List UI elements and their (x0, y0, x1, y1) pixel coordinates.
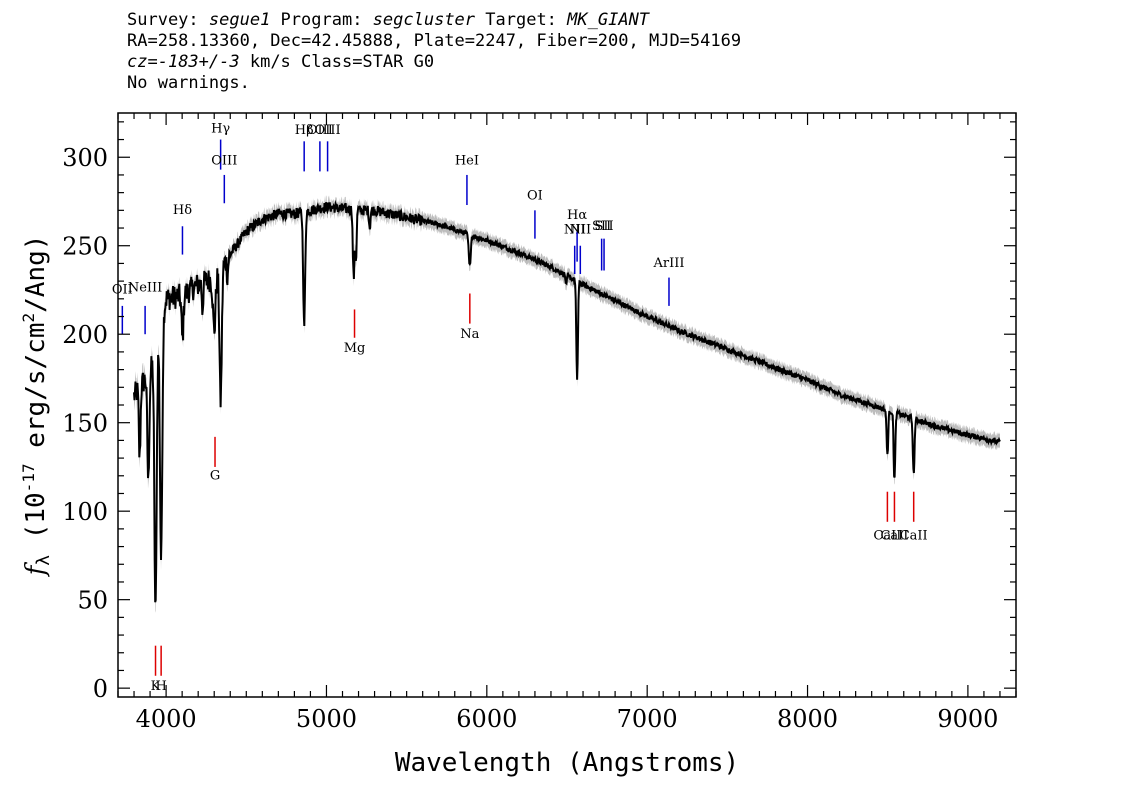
absorption-label-6: CaII (880, 528, 908, 543)
y-axis-label: fλ (10-17 erg/s/cm2/Ang) (19, 235, 54, 578)
absorption-label-2: G (210, 468, 220, 483)
x-tick-labels: 4000 5000 6000 7000 8000 9000 (136, 705, 999, 733)
program-value: segcluster (372, 10, 476, 30)
emission-label-13: SII (592, 219, 611, 234)
x-tick-label-9000: 9000 (937, 705, 998, 733)
spectrum-header: Survey: segue1 Program: segcluster Targe… (127, 10, 741, 94)
target-label: Target: (475, 10, 568, 30)
emission-label-3: Hγ (211, 121, 230, 136)
x-tick-label-6000: 6000 (456, 705, 517, 733)
emission-label-9: OI (527, 189, 543, 204)
y-tick-label-150: 150 (62, 410, 108, 438)
emission-label-5: Hβ (295, 123, 314, 138)
emission-label-7: OIII (315, 123, 341, 138)
emission-label-8: HeI (455, 153, 479, 168)
emission-label-0: OII (112, 283, 133, 298)
cz-value: -183+/-3 (157, 52, 240, 72)
x-tick-label-8000: 8000 (777, 705, 838, 733)
emission-label-10: NII (564, 222, 586, 237)
absorption-label-0: K (151, 679, 161, 694)
absorption-label-1: H (155, 679, 166, 694)
emission-label-14: SII (594, 219, 613, 234)
emission-label-6: OIII (307, 123, 333, 138)
emission-label-2: Hδ (173, 203, 192, 218)
emission-label-15: ArIII (652, 256, 684, 271)
spectrum-line (133, 199, 1001, 603)
x-axis-label: Wavelength (Angstroms) (395, 748, 739, 778)
y-tick-label-200: 200 (62, 321, 108, 349)
spectrum-series (133, 199, 1001, 603)
absorption-label-4: Na (460, 327, 479, 342)
x-tick-label-4000: 4000 (136, 705, 197, 733)
header-line-coords: RA=258.13360, Dec=42.45888, Plate=2247, … (127, 31, 742, 51)
emission-label-12: NII (569, 222, 591, 237)
emission-label-1: NeIII (128, 281, 162, 296)
y-tick-labels: 0 50 100 150 200 250 300 (62, 144, 108, 703)
y-tick-label-0: 0 (93, 675, 108, 703)
x-tick-label-7000: 7000 (617, 705, 678, 733)
program-label: Program: (270, 10, 373, 30)
header-line-survey: Survey: segue1 Program: segcluster Targe… (127, 10, 741, 31)
emission-label-11: Hα (567, 208, 587, 223)
absorption-label-5: CaII (873, 528, 901, 543)
header-line-redshift: cz=-183+/-3 km/s Class=STAR G0 (127, 52, 741, 73)
x-tick-label-5000: 5000 (296, 705, 357, 733)
absorption-label-7: CaII (900, 528, 928, 543)
y-tick-label-250: 250 (62, 233, 108, 261)
survey-value: segue1 (208, 10, 271, 30)
y-tick-label-50: 50 (77, 587, 108, 615)
survey-label: Survey: (127, 10, 209, 30)
cz-label: cz= (127, 52, 158, 72)
class-text: km/s Class=STAR G0 (239, 52, 435, 72)
emission-label-4: OIII (211, 153, 237, 168)
header-line-warnings: No warnings. (127, 73, 250, 93)
target-value: MK_GIANT (567, 10, 650, 30)
y-tick-label-300: 300 (62, 144, 108, 172)
y-tick-label-100: 100 (62, 498, 108, 526)
absorption-label-3: Mg (344, 341, 366, 356)
axis-ticks (117, 113, 1017, 697)
